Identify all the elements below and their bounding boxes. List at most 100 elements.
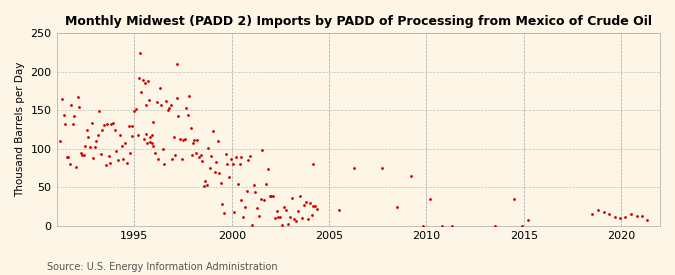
Point <box>277 222 288 227</box>
Point <box>308 204 319 209</box>
Point <box>159 162 170 166</box>
Point <box>116 144 127 148</box>
Point <box>155 86 165 90</box>
Point <box>257 147 268 152</box>
Point <box>218 211 229 216</box>
Point <box>109 128 120 132</box>
Point <box>74 105 84 109</box>
Point <box>102 122 113 126</box>
Point <box>240 205 250 210</box>
Point <box>187 153 198 157</box>
Point <box>211 160 221 164</box>
Point <box>223 175 234 179</box>
Point <box>176 157 187 162</box>
Point <box>173 114 184 119</box>
Point <box>167 156 178 161</box>
Point <box>215 180 226 185</box>
Point <box>186 126 196 130</box>
Point <box>77 153 88 157</box>
Point <box>238 215 248 219</box>
Point <box>248 182 259 187</box>
Title: Monthly Midwest (PADD 2) Imports by PADD of Processing from Mexico of Crude Oil: Monthly Midwest (PADD 2) Imports by PADD… <box>65 15 652 28</box>
Point <box>139 81 150 86</box>
Point <box>100 163 111 167</box>
Point <box>78 153 89 157</box>
Point <box>637 214 648 218</box>
Point <box>143 79 154 84</box>
Point <box>232 182 243 186</box>
Point <box>289 216 300 221</box>
Point <box>308 162 319 166</box>
Point <box>265 194 276 198</box>
Text: Source: U.S. Energy Information Administration: Source: U.S. Energy Information Administ… <box>47 262 278 271</box>
Point <box>196 159 207 163</box>
Point <box>150 151 161 156</box>
Point <box>82 128 92 132</box>
Point <box>255 196 266 201</box>
Point <box>172 62 183 66</box>
Point <box>86 121 97 126</box>
Point <box>425 197 435 201</box>
Point <box>125 151 136 155</box>
Point <box>214 171 225 175</box>
Point <box>281 208 292 213</box>
Point <box>91 139 102 144</box>
Point <box>273 214 284 219</box>
Point <box>306 212 317 217</box>
Point <box>66 103 77 107</box>
Point <box>333 208 344 213</box>
Point <box>92 133 103 137</box>
Point <box>285 215 296 219</box>
Point <box>97 128 108 133</box>
Point <box>68 122 78 126</box>
Point <box>312 207 323 211</box>
Point <box>376 166 387 170</box>
Point <box>264 194 275 199</box>
Point <box>180 137 190 141</box>
Point <box>446 224 457 228</box>
Point <box>269 216 280 220</box>
Point <box>142 141 153 145</box>
Point <box>163 106 174 110</box>
Point <box>192 138 203 142</box>
Point <box>105 161 115 166</box>
Point <box>69 114 80 119</box>
Point <box>406 174 416 178</box>
Point <box>642 218 653 222</box>
Point <box>225 156 236 161</box>
Point <box>205 166 215 170</box>
Point <box>200 178 211 183</box>
Point <box>522 218 533 222</box>
Point <box>236 198 247 202</box>
Point <box>261 182 271 186</box>
Point <box>103 153 114 158</box>
Point <box>80 144 90 148</box>
Point <box>194 155 205 159</box>
Point <box>148 120 159 125</box>
Point <box>222 161 233 166</box>
Point <box>148 143 159 148</box>
Point <box>213 139 223 143</box>
Point <box>209 170 220 174</box>
Point <box>123 123 134 128</box>
Point <box>59 122 70 127</box>
Point <box>242 189 252 194</box>
Point <box>250 190 261 194</box>
Point <box>263 167 273 171</box>
Point <box>217 201 227 206</box>
Point <box>118 157 129 161</box>
Point <box>190 151 201 155</box>
Point <box>107 121 118 126</box>
Point <box>88 156 99 160</box>
Point <box>610 214 620 219</box>
Point <box>134 76 145 80</box>
Point <box>157 147 168 151</box>
Point <box>168 134 179 139</box>
Point <box>236 155 246 159</box>
Point <box>141 103 152 107</box>
Point <box>111 149 122 153</box>
Point <box>489 224 500 228</box>
Point <box>184 94 194 98</box>
Point <box>279 205 290 209</box>
Point <box>143 98 154 103</box>
